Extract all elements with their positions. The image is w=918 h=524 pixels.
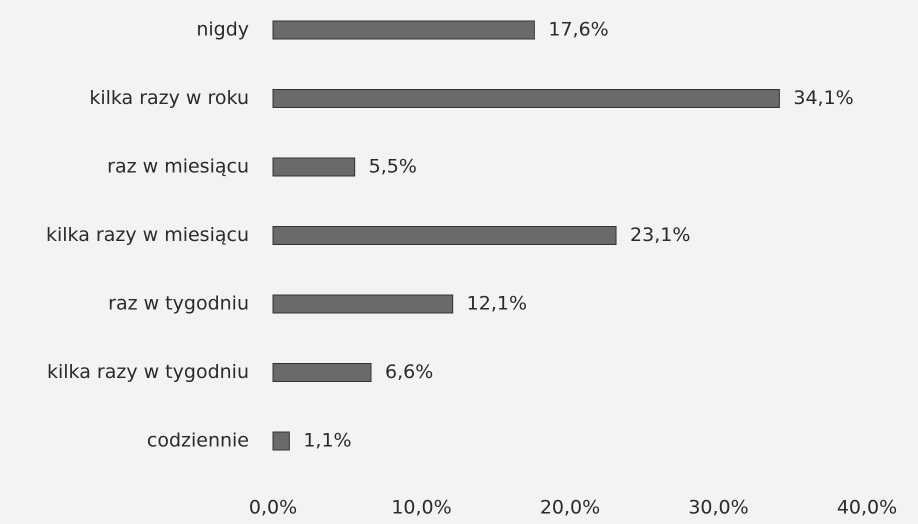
x-tick-label: 0,0% — [249, 497, 297, 519]
bar — [272, 431, 290, 451]
value-label: 23,1% — [630, 224, 690, 246]
y-tick-label: nigdy — [196, 19, 249, 41]
bar — [272, 20, 535, 40]
x-tick-label: 20,0% — [540, 497, 600, 519]
value-label: 6,6% — [385, 361, 433, 383]
y-tick-label: kilka razy w roku — [89, 87, 249, 109]
bar — [272, 294, 454, 314]
x-tick-label: 30,0% — [688, 497, 748, 519]
y-tick-label: raz w tygodniu — [108, 293, 249, 315]
value-label: 12,1% — [467, 293, 527, 315]
value-label: 5,5% — [369, 156, 417, 178]
y-tick-label: raz w miesiącu — [107, 156, 249, 178]
value-label: 17,6% — [548, 19, 608, 41]
value-label: 34,1% — [793, 87, 853, 109]
value-label: 1,1% — [303, 430, 351, 452]
y-tick-label: codziennie — [147, 430, 249, 452]
bar — [272, 363, 372, 382]
y-tick-label: kilka razy w miesiącu — [46, 224, 249, 246]
bar — [272, 157, 356, 177]
x-tick-label: 40,0% — [837, 497, 897, 519]
bar — [272, 89, 780, 108]
y-tick-label: kilka razy w tygodniu — [47, 361, 249, 383]
bar — [272, 226, 617, 245]
x-tick-label: 10,0% — [391, 497, 451, 519]
